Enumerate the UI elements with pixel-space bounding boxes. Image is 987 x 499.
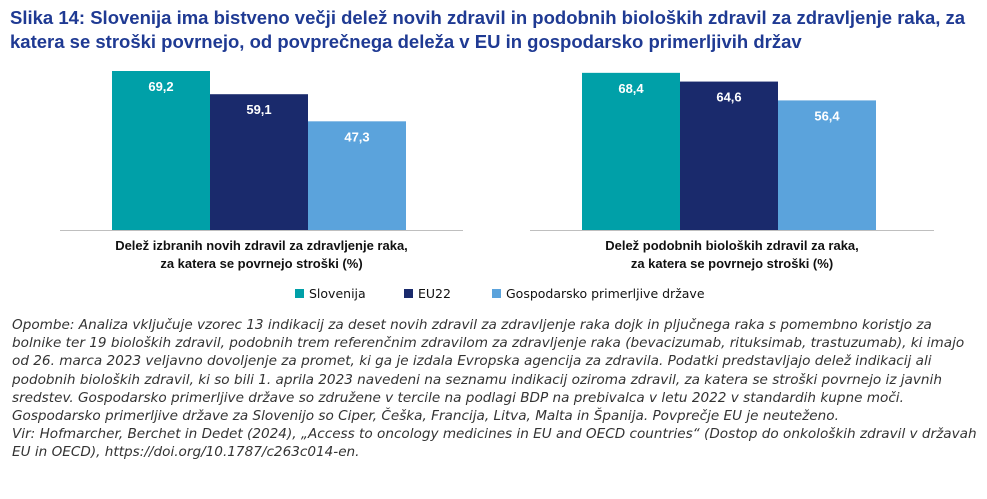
data-label-2-3: 56,4 — [814, 108, 840, 123]
category-label-1-line-1: Delež izbranih novih zdravil za zdravlje… — [115, 238, 408, 253]
bar-2-series-3 — [778, 100, 876, 231]
legend-swatch-eu22 — [404, 289, 413, 298]
category-label-1-line-2: za katera se povrnejo stroški (%) — [160, 256, 362, 271]
bar-1-series-2 — [210, 94, 308, 230]
bar-2-series-2 — [680, 81, 778, 230]
category-label-2-line-1: Delež podobnih bioloških zdravil za raka… — [605, 238, 859, 253]
data-label-1-3: 47,3 — [344, 129, 369, 144]
category-label-2-line-2: za katera se povrnejo stroški (%) — [631, 256, 833, 271]
legend: Slovenija EU22 Gospodarsko primerljive d… — [0, 286, 987, 306]
notes-text: Opombe: Analiza vključuje vzorec 13 indi… — [12, 317, 965, 425]
legend-item-primerljive: Gospodarsko primerljive države — [492, 286, 705, 301]
legend-label-slovenija: Slovenija — [309, 286, 366, 301]
legend-item-slovenija: Slovenija — [295, 286, 366, 301]
source-text: Vir: Hofmarcher, Berchet in Dedet (2024)… — [12, 426, 977, 461]
bar-1-series-3 — [308, 121, 406, 230]
legend-item-eu22: EU22 — [404, 286, 451, 301]
legend-label-primerljive: Gospodarsko primerljive države — [506, 286, 705, 301]
notes: Opombe: Analiza vključuje vzorec 13 indi… — [12, 316, 977, 462]
data-label-2-1: 68,4 — [618, 81, 644, 96]
data-label-2-2: 64,6 — [716, 90, 741, 105]
chart-title: Slika 14: Slovenija ima bistveno večji d… — [10, 7, 966, 52]
data-label-1-2: 59,1 — [246, 102, 271, 117]
legend-swatch-slovenija — [295, 289, 304, 298]
legend-swatch-primerljive — [492, 289, 501, 298]
bar-chart: 69,2 59,1 47,3 Delež izbranih novih zdravil… — [60, 71, 934, 271]
legend-label-eu22: EU22 — [418, 286, 451, 301]
bar-2-series-1 — [582, 72, 680, 230]
data-label-1-1: 69,2 — [148, 79, 173, 94]
bar-1-series-1 — [112, 71, 210, 230]
